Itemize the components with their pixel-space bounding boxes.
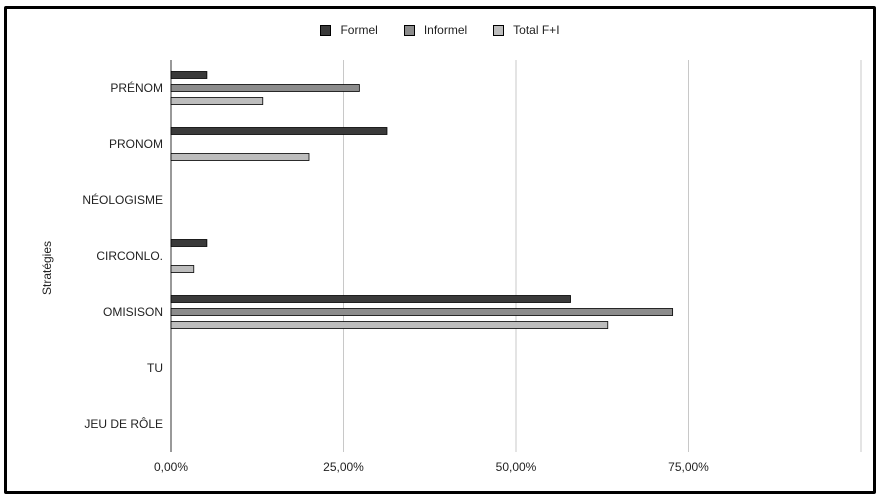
category-label: TU — [147, 361, 163, 375]
category-label: PRONOM — [109, 137, 163, 151]
x-tick-label: 25,00% — [323, 460, 364, 474]
bar-formel — [170, 295, 571, 303]
bar-formel — [170, 71, 208, 79]
bar-informel — [170, 84, 360, 92]
category-label: JEU DE RÔLE — [84, 416, 163, 431]
legend-swatch-informel — [403, 24, 415, 36]
legend-label-informel: Informel — [423, 23, 468, 37]
bar-formel — [170, 239, 208, 247]
x-tick-label: 50,00% — [496, 460, 537, 474]
category-label: PRÉNOM — [110, 80, 163, 95]
bar-formel — [170, 127, 388, 135]
legend-item-informel: Informel — [403, 23, 468, 37]
bar-total-f-i — [170, 97, 264, 105]
legend-swatch-formel — [320, 24, 332, 36]
bar-total-f-i — [170, 321, 609, 329]
category-label: CIRCONLO. — [96, 249, 163, 263]
x-tick-label: 75,00% — [668, 460, 709, 474]
legend-swatch-total — [493, 24, 505, 36]
bar-total-f-i — [170, 153, 310, 161]
legend: Formel Informel Total F+I — [0, 20, 880, 40]
category-label: OMISISON — [103, 305, 163, 319]
bar-total-f-i — [170, 265, 195, 273]
chart-frame — [4, 6, 876, 494]
category-label: NÉOLOGISME — [82, 192, 163, 207]
x-tick-label: 0,00% — [154, 460, 188, 474]
legend-item-total: Total F+I — [493, 23, 560, 37]
legend-label-formel: Formel — [340, 23, 378, 37]
bar-informel — [170, 308, 674, 316]
legend-item-formel: Formel — [320, 23, 378, 37]
legend-label-total: Total F+I — [513, 23, 560, 37]
